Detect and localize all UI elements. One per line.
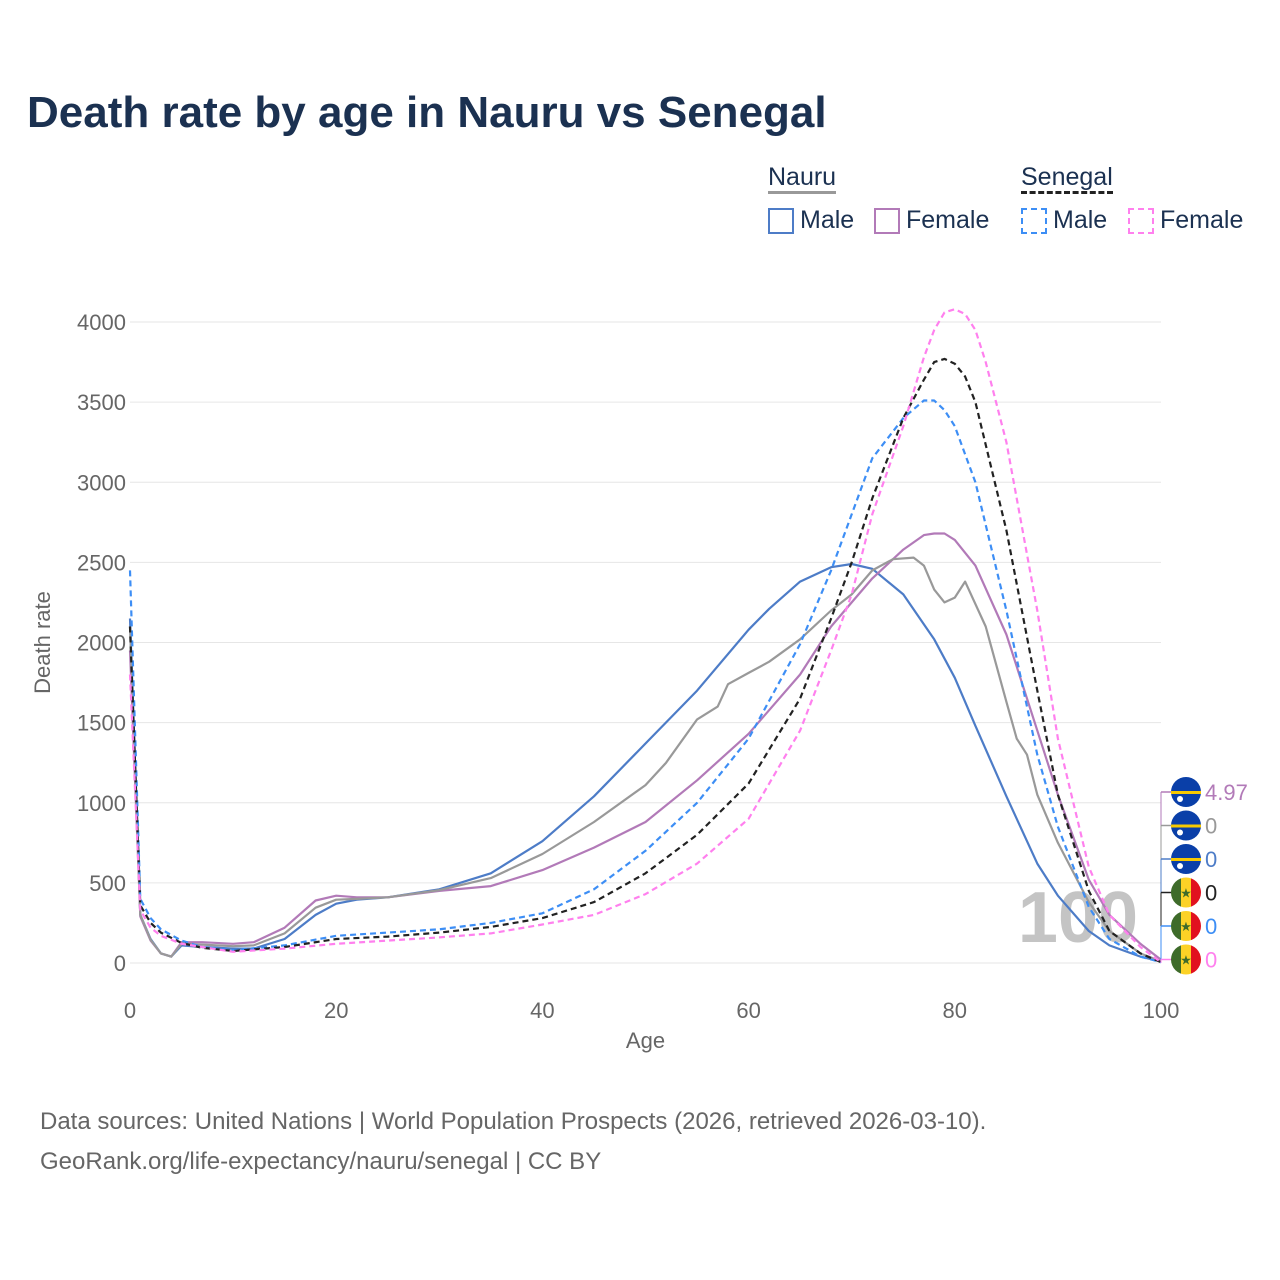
- y-tick-label: 3000: [77, 470, 126, 495]
- legend-group-senegal: Senegal: [1021, 163, 1113, 194]
- y-tick-label: 500: [89, 871, 126, 896]
- chart-title: Death rate by age in Nauru vs Senegal: [27, 88, 827, 137]
- x-tick-label: 100: [1143, 998, 1180, 1023]
- series-line-nauru-male: [128, 562, 1162, 963]
- x-tick-label: 60: [736, 998, 760, 1023]
- legend-swatch: [768, 207, 794, 234]
- x-tick-label: 40: [530, 998, 554, 1023]
- source-line-1: Data sources: United Nations | World Pop…: [40, 1108, 987, 1135]
- y-axis-title: Death rate: [30, 591, 55, 694]
- series-line-nauru: [128, 556, 1162, 963]
- legend-nauru-female[interactable]: Female: [874, 206, 989, 235]
- senegal-flag-icon: [1171, 911, 1181, 941]
- legend-swatch: [874, 207, 900, 234]
- source-line-2[interactable]: GeoRank.org/life-expectancy/nauru/senega…: [40, 1148, 602, 1175]
- nauru-flag-stripe: [1171, 858, 1201, 861]
- x-tick-label: 0: [124, 998, 136, 1023]
- senegal-flag-icon: [1171, 944, 1181, 975]
- end-value-label: 0: [1205, 914, 1217, 939]
- series-line-nauru-female: [128, 532, 1162, 961]
- legend-label: Male: [800, 206, 855, 234]
- legend-senegal-male[interactable]: Male: [1021, 206, 1107, 235]
- nauru-flag-star: [1177, 829, 1183, 836]
- nauru-flag-stripe: [1171, 791, 1201, 794]
- y-tick-label: 0: [114, 951, 126, 976]
- legend-label: Female: [906, 206, 990, 234]
- senegal-flag-yellow: [1181, 911, 1191, 941]
- y-tick-label: 1000: [77, 791, 126, 816]
- x-axis-title: Age: [626, 1028, 665, 1053]
- legend-nauru-male[interactable]: Male: [768, 206, 854, 235]
- nauru-flag-star: [1177, 796, 1183, 802]
- senegal-flag-star: ★: [1180, 886, 1192, 901]
- series-line-senegal-female: [128, 308, 1162, 964]
- legend-group-nauru: Nauru: [768, 163, 837, 194]
- senegal-flag-yellow: [1181, 877, 1191, 908]
- senegal-flag-icon: [1171, 877, 1181, 908]
- series-line-senegal: [128, 357, 1162, 964]
- legend-swatch: [1021, 207, 1047, 234]
- y-tick-label: 2500: [77, 550, 126, 575]
- senegal-flag-red: [1191, 944, 1201, 975]
- series-line-senegal-male: [128, 399, 1162, 964]
- end-value-label: 0: [1205, 814, 1217, 839]
- senegal-flag-star: ★: [1180, 953, 1192, 968]
- legend-swatch: [1128, 207, 1154, 234]
- y-tick-label: 1500: [77, 711, 126, 736]
- nauru-flag-star: [1177, 863, 1183, 869]
- legend-label: Female: [1160, 206, 1244, 234]
- legend-label: Male: [1053, 206, 1108, 234]
- nauru-flag-stripe: [1171, 824, 1201, 828]
- end-value-label: 4.97: [1205, 780, 1248, 805]
- senegal-flag-red: [1191, 877, 1201, 908]
- senegal-flag-yellow: [1181, 944, 1191, 975]
- end-value-label: 0: [1205, 881, 1217, 906]
- end-value-label: 0: [1205, 847, 1217, 872]
- legend-senegal-female[interactable]: Female: [1128, 206, 1243, 235]
- y-tick-label: 3500: [77, 390, 126, 415]
- y-tick-label: 2000: [77, 631, 126, 656]
- y-tick-label: 4000: [77, 310, 126, 335]
- x-tick-label: 80: [943, 998, 967, 1023]
- senegal-flag-star: ★: [1180, 919, 1192, 934]
- x-tick-label: 20: [324, 998, 348, 1023]
- senegal-flag-red: [1191, 911, 1201, 941]
- end-value-label: 0: [1205, 948, 1217, 973]
